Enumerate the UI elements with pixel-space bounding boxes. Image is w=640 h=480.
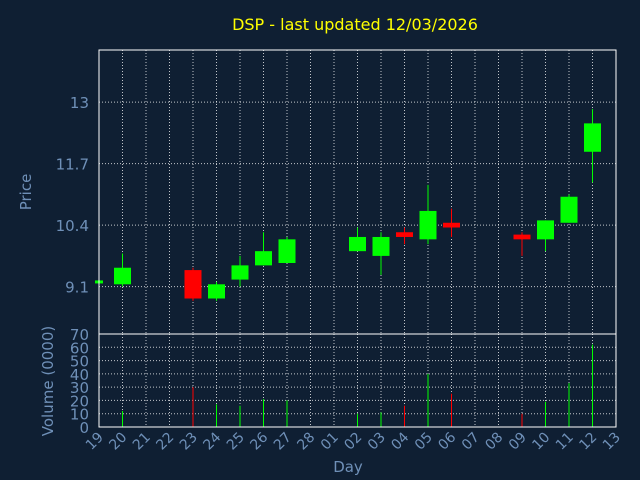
candle-body <box>513 234 531 240</box>
x-axis-label: Day <box>333 458 363 476</box>
volume-y-tick-label: 30 <box>70 379 89 397</box>
candle-body <box>114 267 131 285</box>
x-tick-labels: 19 20 21 22 23 24 25 26 27 28 01 02 03 04 05 06 07 08 09 10… <box>83 429 624 453</box>
candle-body <box>349 236 366 252</box>
candle-body <box>396 232 413 237</box>
price-y-tick-label: 11.7 <box>56 156 89 174</box>
volume-y-tick-label: 40 <box>70 366 89 384</box>
price-y-tick-label: 10.4 <box>56 217 89 235</box>
candle-body <box>537 220 554 240</box>
volume-panel-frame <box>98 333 617 428</box>
candle-body <box>208 284 225 299</box>
candle-body <box>231 265 249 280</box>
candle-body <box>584 123 601 152</box>
volume-y-tick-label: 60 <box>70 339 89 357</box>
candle-body <box>560 196 578 223</box>
candle-body <box>372 236 390 256</box>
volume-y-tick-label: 20 <box>70 392 89 410</box>
volume-y-tick-label: 0 <box>79 419 89 437</box>
price-y-tick-label: 9.1 <box>65 279 89 297</box>
candle-body <box>443 222 460 228</box>
candle-body <box>184 270 202 299</box>
price-candles <box>95 109 601 301</box>
volume-bars <box>122 344 593 427</box>
candle-body <box>255 251 272 266</box>
price-y-axis-label: Price <box>17 174 35 211</box>
volume-y-tick-label: 50 <box>70 353 89 371</box>
volume-y-tick-label: 10 <box>70 406 89 424</box>
volume-y-axis-label: Volume (0000) <box>39 326 57 436</box>
candle-body <box>278 239 296 263</box>
price-y-tick-labels: 9.1 10.4 11.7 13 <box>56 94 89 297</box>
chart-title: DSP - last updated 12/03/2026 <box>232 15 478 34</box>
candle-body <box>419 210 437 240</box>
volume-y-tick-label: 70 <box>70 326 89 344</box>
price-y-tick-label: 13 <box>70 94 89 112</box>
